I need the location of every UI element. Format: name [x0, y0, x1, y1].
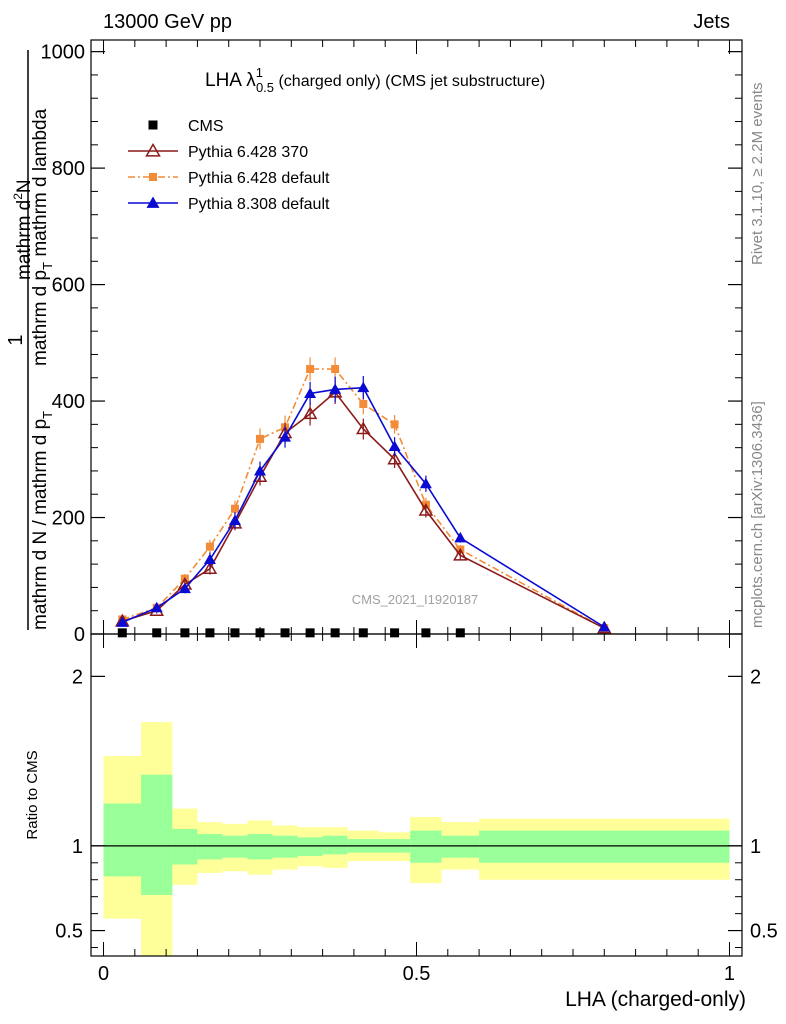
main-ytick-label: 400: [52, 391, 85, 413]
ratio-band-inner: [410, 830, 442, 863]
cms-data-point: [330, 628, 340, 638]
ratio-ytick-label-right: 1: [750, 836, 761, 858]
main-ylabel: 1 mathrm d N / mathrm d pT mathrm d2N ma…: [5, 50, 55, 630]
ratio-ytick-label-right: 0.5: [750, 921, 778, 943]
cms-data-point: [152, 628, 162, 638]
ratio-xtick-label: 0: [98, 963, 109, 985]
p6-default-point: [390, 420, 399, 429]
ratio-xtick-label: 1: [724, 963, 735, 985]
legend-label: Pythia 8.308 default: [188, 196, 330, 213]
p8-default-point: [454, 531, 467, 543]
ratio-band-inner: [272, 835, 298, 858]
p6-default-point: [306, 365, 315, 374]
p8-default-point: [419, 477, 432, 489]
p6-default-point: [149, 173, 157, 181]
main-ytick-label: 1000: [41, 42, 86, 64]
main-ytick-label: 0: [74, 624, 85, 646]
ratio-band-inner: [479, 830, 730, 863]
svg-text:1: 1: [5, 334, 27, 345]
cms-data-point: [117, 628, 127, 638]
ratio-bands: [103, 722, 730, 956]
p8-default-point: [254, 464, 267, 476]
mcplots-label: mcplots.cern.ch [arXiv:1306.3436]: [749, 401, 766, 628]
cms-data-point: [255, 628, 265, 638]
ratio-band-inner: [103, 803, 142, 877]
main-ytick-label: 800: [52, 158, 85, 180]
series-line-3: [121, 386, 605, 628]
rivet-label: Rivet 3.1.10, ≥ 2.2M events: [749, 83, 766, 266]
p6-default-point: [230, 504, 239, 513]
ratio-band-inner: [197, 833, 223, 860]
p8-default-point: [279, 431, 292, 442]
p6-default-point: [205, 542, 214, 551]
cms-data-point: [305, 628, 315, 638]
main-ytick-label: 200: [52, 508, 85, 530]
ratio-band-inner: [441, 835, 480, 858]
p6-370-point: [387, 451, 402, 465]
cms-data-point: [358, 628, 368, 638]
cms-data-point: [390, 628, 400, 638]
ratio-ytick-label: 2: [72, 666, 83, 688]
ratio-band-inner: [141, 774, 173, 895]
header-right: Jets: [693, 11, 730, 33]
main-ytick-label: 600: [52, 275, 85, 297]
p8-default-point: [178, 582, 191, 594]
ratio-band-inner: [322, 835, 348, 855]
p6-370-point: [302, 406, 318, 420]
p6-default-point: [331, 365, 340, 374]
main-axis-ticks: 0 200 400 600 800 1000: [41, 40, 742, 646]
ratio-band-inner: [297, 837, 323, 857]
cms-data-point: [280, 628, 290, 638]
p8-default-point: [304, 387, 317, 398]
p8-default-point: [598, 621, 611, 632]
legend-label: Pythia 6.428 370: [188, 144, 308, 161]
ratio-band-inner: [172, 828, 198, 865]
cms-data-point: [421, 628, 431, 638]
legend: CMS Pythia 6.428 370 Pythia 6.428 default P…: [128, 118, 330, 213]
p8-default-point: [228, 514, 241, 525]
analysis-watermark: CMS_2021_I1920187: [352, 592, 479, 607]
ratio-axis-ticks: 0 0.5 1 0.5 0.5 1 1 2 2: [55, 634, 778, 985]
header-left: 13000 GeV pp: [103, 11, 232, 33]
ratio-ytick-label: 1: [72, 836, 83, 858]
ratio-ylabel: Ratio to CMS: [24, 750, 41, 839]
main-series: [115, 357, 612, 638]
legend-label: CMS: [188, 118, 224, 135]
legend-label: Pythia 6.428 default: [188, 170, 330, 187]
p8-default-point: [388, 440, 401, 451]
p8-default-point: [146, 196, 160, 208]
cms-data-point: [455, 628, 465, 638]
ratio-ytick-label-right: 2: [750, 666, 761, 688]
ratio-ytick-label: 0.5: [55, 921, 83, 943]
ratio-frame: [90, 633, 743, 957]
p8-default-point: [357, 381, 370, 393]
p6-default-point: [359, 399, 368, 408]
ratio-band-inner: [222, 835, 248, 858]
svg-text:mathrm d2N: mathrm d2N: [11, 179, 35, 280]
series-line-1: [122, 391, 605, 629]
cms-data-point: [148, 120, 158, 130]
svg-text:mathrm d N / mathrm d pT: mathrm d N / mathrm d pT: [30, 411, 55, 630]
ratio-xtick-label: 0.5: [403, 963, 431, 985]
p8-default-point: [203, 553, 216, 564]
p6-default-point: [256, 434, 265, 443]
p8-default-point: [329, 383, 342, 394]
svg-text:mathrm d pT mathrm d lambda: mathrm d pT mathrm d lambda: [30, 108, 55, 366]
x-axis-label: LHA (charged-only): [565, 988, 746, 1011]
cms-data-point: [180, 628, 190, 638]
ratio-band-inner: [247, 833, 273, 860]
series-line-2: [122, 368, 605, 629]
chart-title: LHA λ1 0.5 (charged only) (CMS jet substr…: [205, 65, 545, 95]
p6-370-point: [418, 503, 434, 516]
p8-default-point: [150, 601, 163, 613]
p6-370-point: [453, 547, 468, 561]
cms-data-point: [205, 628, 215, 638]
p8-default-point: [116, 616, 129, 627]
cms-data-point: [230, 628, 240, 638]
p6-370-point: [145, 142, 161, 157]
p6-370-point: [202, 561, 218, 575]
p6-370-point: [356, 421, 371, 435]
